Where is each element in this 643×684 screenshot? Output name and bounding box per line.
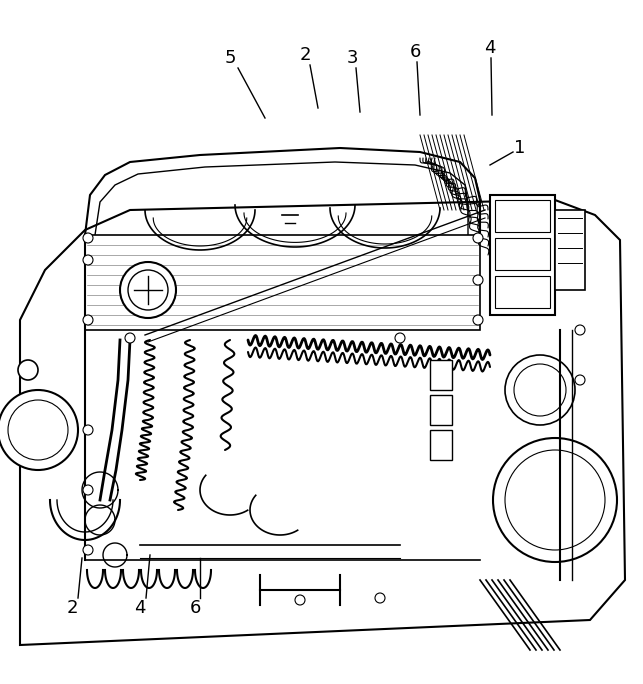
Bar — [495, 200, 550, 232]
Circle shape — [493, 438, 617, 562]
Text: 2: 2 — [66, 599, 78, 617]
Circle shape — [83, 255, 93, 265]
Circle shape — [473, 275, 483, 285]
Text: 3: 3 — [346, 49, 358, 67]
Circle shape — [18, 360, 38, 380]
Circle shape — [83, 545, 93, 555]
Circle shape — [83, 233, 93, 243]
Text: 6: 6 — [189, 599, 201, 617]
Text: 5: 5 — [224, 49, 236, 67]
Circle shape — [575, 325, 585, 335]
Text: 4: 4 — [134, 599, 146, 617]
Circle shape — [375, 593, 385, 603]
Bar — [430, 395, 452, 425]
Circle shape — [83, 315, 93, 325]
Circle shape — [0, 390, 78, 470]
Text: 2: 2 — [299, 46, 311, 64]
Circle shape — [505, 355, 575, 425]
Text: 1: 1 — [514, 139, 526, 157]
Polygon shape — [85, 235, 480, 330]
Bar — [555, 210, 585, 290]
Bar — [495, 238, 550, 270]
Circle shape — [120, 262, 176, 318]
Circle shape — [473, 233, 483, 243]
Circle shape — [125, 333, 135, 343]
Bar — [495, 276, 550, 308]
Bar — [430, 360, 452, 390]
Circle shape — [473, 315, 483, 325]
Circle shape — [83, 425, 93, 435]
Bar — [490, 195, 555, 315]
Text: 4: 4 — [484, 39, 496, 57]
Circle shape — [575, 375, 585, 385]
Circle shape — [395, 333, 405, 343]
Circle shape — [295, 595, 305, 605]
Text: 6: 6 — [410, 43, 421, 61]
Polygon shape — [20, 200, 625, 645]
Bar — [430, 430, 452, 460]
Circle shape — [83, 485, 93, 495]
